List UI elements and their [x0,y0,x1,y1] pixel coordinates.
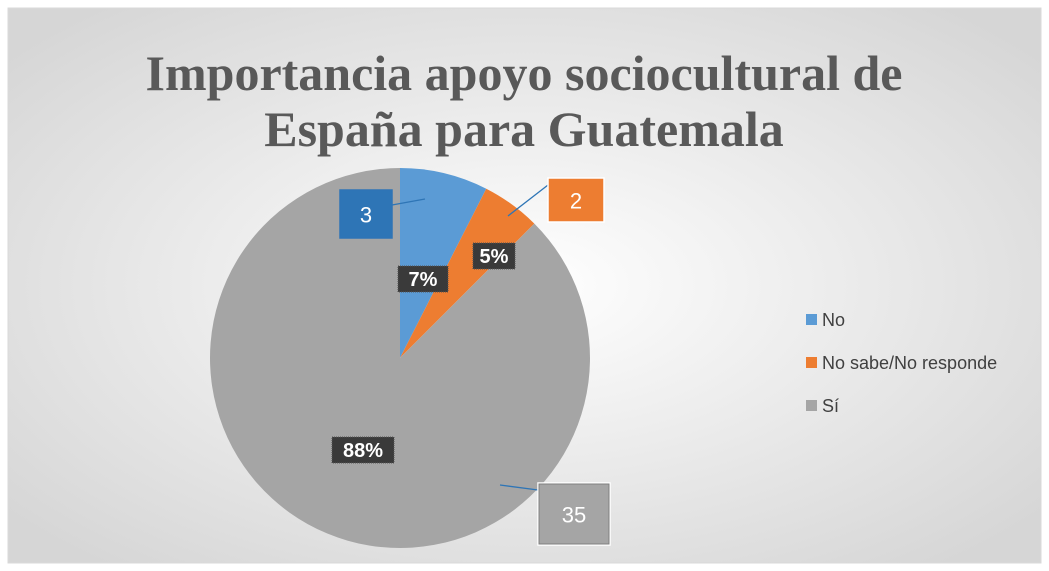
count-label-box [339,189,393,239]
legend-label: Sí [822,396,839,416]
pie-slice [400,188,535,358]
percent-label: 88% [343,440,383,462]
percent-label: 7% [409,269,438,291]
count-label-box [547,177,605,223]
legend-swatch [806,357,817,368]
leader-line [391,198,426,206]
percent-label: 5% [480,246,509,268]
count-label-box [537,482,611,546]
leader-line [499,484,539,491]
percent-label-box [472,242,516,270]
title-source: Importancia apoyo sociocultural de España… [146,45,903,157]
legend-swatch [806,400,817,411]
legend-label: No sabe/No responde [822,353,997,373]
percent-label-box [331,436,395,464]
legend-label: No [822,310,845,330]
leader-line [507,184,549,217]
pie-slice [400,168,487,358]
percent-label-box [397,265,449,293]
count-label: 3 [360,203,372,228]
count-label: 35 [562,503,586,528]
count-label-border [538,483,610,545]
legend-swatch [806,314,817,325]
count-label: 2 [570,189,582,214]
pie-slice [209,168,590,549]
